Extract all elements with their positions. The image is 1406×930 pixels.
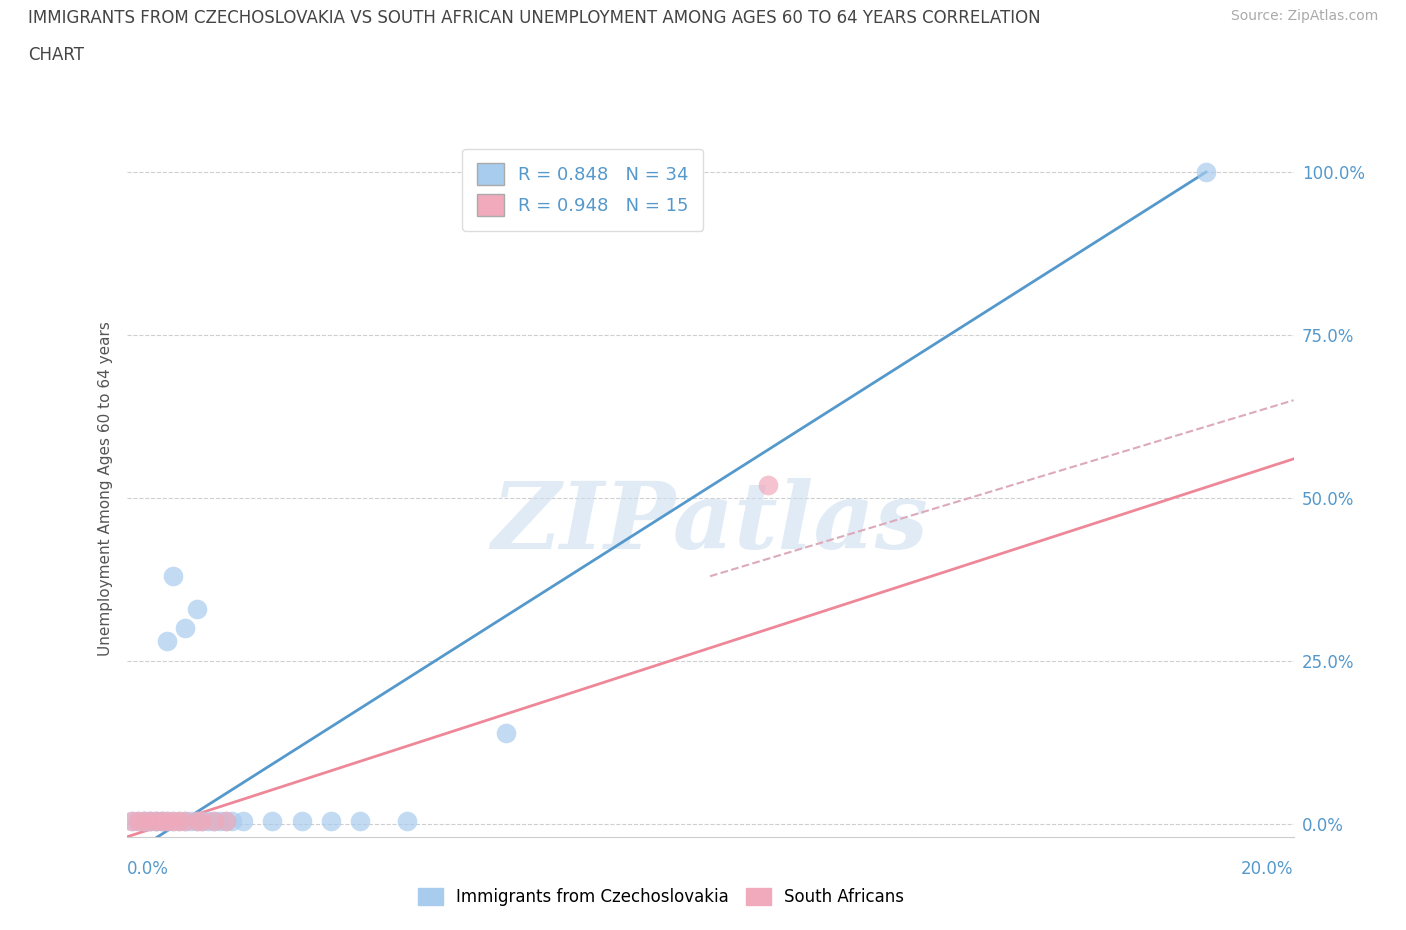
- Point: [139, 813, 162, 828]
- Point: [1195, 165, 1218, 179]
- Point: [167, 813, 190, 828]
- Point: [156, 813, 179, 828]
- Point: [145, 813, 167, 828]
- Point: [121, 813, 143, 828]
- Text: ZIPatlas: ZIPatlas: [492, 478, 928, 568]
- Point: [162, 569, 184, 584]
- Point: [167, 813, 190, 828]
- Point: [215, 813, 238, 828]
- Point: [139, 813, 162, 828]
- Legend: R = 0.848   N = 34, R = 0.948   N = 15: R = 0.848 N = 34, R = 0.948 N = 15: [463, 149, 703, 231]
- Point: [191, 813, 214, 828]
- Y-axis label: Unemployment Among Ages 60 to 64 years: Unemployment Among Ages 60 to 64 years: [97, 321, 112, 656]
- Point: [162, 813, 184, 828]
- Text: IMMIGRANTS FROM CZECHOSLOVAKIA VS SOUTH AFRICAN UNEMPLOYMENT AMONG AGES 60 TO 64: IMMIGRANTS FROM CZECHOSLOVAKIA VS SOUTH …: [28, 9, 1040, 27]
- Point: [132, 813, 155, 828]
- Point: [319, 813, 342, 828]
- Point: [232, 813, 254, 828]
- Point: [180, 813, 202, 828]
- Point: [174, 621, 197, 636]
- Text: 0.0%: 0.0%: [127, 860, 169, 878]
- Point: [197, 813, 219, 828]
- Text: CHART: CHART: [28, 46, 84, 64]
- Point: [349, 813, 371, 828]
- Point: [145, 813, 167, 828]
- Point: [495, 725, 517, 740]
- Point: [191, 813, 214, 828]
- Point: [132, 813, 155, 828]
- Text: Source: ZipAtlas.com: Source: ZipAtlas.com: [1230, 9, 1378, 23]
- Point: [202, 813, 225, 828]
- Point: [174, 813, 197, 828]
- Point: [202, 813, 225, 828]
- Point: [121, 813, 143, 828]
- Point: [132, 813, 155, 828]
- Point: [395, 813, 418, 828]
- Point: [127, 813, 149, 828]
- Point: [186, 813, 208, 828]
- Point: [186, 602, 208, 617]
- Point: [162, 813, 184, 828]
- Point: [262, 813, 284, 828]
- Point: [221, 813, 243, 828]
- Point: [156, 813, 179, 828]
- Point: [150, 813, 173, 828]
- Point: [756, 477, 779, 492]
- Point: [156, 634, 179, 649]
- Point: [150, 813, 173, 828]
- Point: [139, 813, 162, 828]
- Point: [145, 813, 167, 828]
- Point: [215, 813, 238, 828]
- Point: [127, 813, 149, 828]
- Point: [150, 813, 173, 828]
- Text: 20.0%: 20.0%: [1241, 860, 1294, 878]
- Legend: Immigrants from Czechoslovakia, South Africans: Immigrants from Czechoslovakia, South Af…: [411, 881, 911, 912]
- Point: [290, 813, 312, 828]
- Point: [174, 813, 197, 828]
- Point: [208, 813, 231, 828]
- Point: [186, 813, 208, 828]
